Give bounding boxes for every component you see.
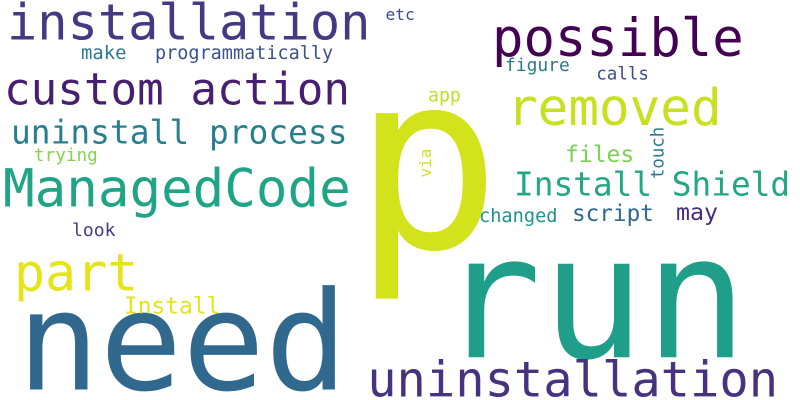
word-run: run [438, 198, 748, 398]
word-removed: removed [507, 77, 722, 138]
word-make: make [81, 41, 127, 64]
word-changed: changed [479, 204, 558, 227]
word-uninstall-process: uninstall process [11, 112, 348, 152]
word-custom-action: custom action [4, 63, 351, 115]
word-touch: touch [647, 126, 668, 179]
word-need: need [17, 262, 348, 400]
word-script: script [572, 200, 654, 227]
word-installation: installation [7, 0, 371, 52]
word-install: Install [124, 291, 221, 320]
word-install-shield: Install Shield [514, 164, 791, 204]
word-via: via [416, 148, 435, 178]
word-figure: figure [505, 54, 570, 76]
word-part: part [14, 243, 139, 304]
word-app: app [428, 84, 461, 107]
word-possible: possible [492, 8, 744, 69]
word-calls: calls [596, 63, 649, 84]
word-files: files [565, 140, 635, 168]
word-etc: etc [385, 6, 415, 25]
word-look: look [72, 219, 116, 241]
word-programmatically: programmatically [155, 41, 334, 64]
word-uninstallation: uninstallation [367, 352, 779, 400]
word-p: p [353, 20, 501, 306]
word-trying: trying [34, 144, 98, 166]
word-may: may [676, 199, 718, 226]
word-managedcode: ManagedCode [3, 159, 351, 220]
